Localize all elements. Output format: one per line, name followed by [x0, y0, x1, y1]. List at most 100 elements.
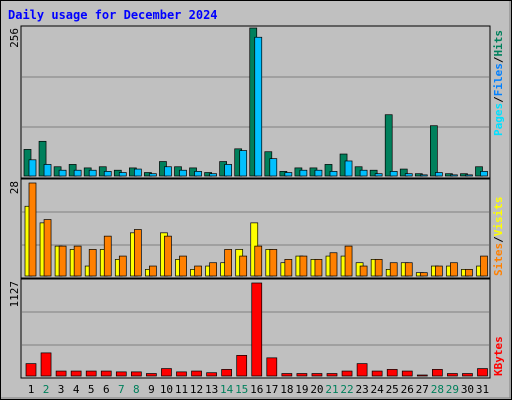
bar-files-day-11: [179, 169, 187, 177]
bar-files-day-29: [450, 174, 458, 177]
y-max-label-hits: 256: [8, 28, 21, 48]
day-label-5: 5: [88, 383, 95, 396]
bar-files-day-16: [254, 36, 263, 177]
day-labels: 1 2 3 4 5 6 7 8 9 10 11 12 13 14 15 16 17 18 19 20 21 22 23 24 2…: [28, 383, 489, 396]
bars-hits-files-pages: [23, 27, 488, 177]
bar-kbytes-day-22: [341, 370, 353, 377]
bar-kbytes-day-25: [386, 369, 398, 377]
day-label-14: 14: [220, 383, 234, 396]
bar-files-day-31: [480, 171, 488, 177]
bar-kbytes-day-20: [311, 373, 323, 377]
day-label-25: 25: [386, 383, 399, 396]
bar-kbytes-day-29: [447, 373, 458, 377]
day-label-24: 24: [371, 383, 385, 396]
legend-pages: Pages: [492, 103, 505, 136]
bar-hits-day-24: [369, 169, 378, 177]
bar-kbytes-day-2: [40, 352, 52, 377]
bar-sites-day-10: [164, 235, 172, 277]
bar-files-day-27: [419, 174, 428, 177]
bar-kbytes-day-31: [477, 368, 488, 377]
bar-files-day-6: [103, 171, 112, 177]
day-label-20: 20: [310, 383, 323, 396]
bar-kbytes-day-21: [326, 373, 338, 377]
bar-kbytes-day-17: [266, 357, 278, 377]
day-label-27: 27: [416, 383, 429, 396]
legend-kbytes: KBytes: [492, 336, 505, 376]
bar-kbytes-day-26: [401, 370, 413, 377]
legend-sites-visits: Sites/Visits: [492, 197, 505, 277]
legend-sites: Sites: [492, 243, 505, 276]
day-label-4: 4: [73, 383, 80, 396]
day-label-9: 9: [148, 383, 155, 396]
bar-files-day-7: [118, 172, 127, 177]
bar-sites-day-24: [374, 259, 383, 277]
bar-files-day-5: [88, 169, 97, 177]
day-label-17: 17: [265, 383, 278, 396]
bar-files-day-10: [164, 166, 172, 177]
day-label-26: 26: [401, 383, 414, 396]
bar-sites-day-25: [389, 262, 398, 277]
bar-sites-day-29: [450, 262, 458, 277]
day-label-6: 6: [103, 383, 110, 396]
bar-files-day-15: [239, 150, 248, 177]
bar-hits-day-26: [399, 168, 408, 177]
day-label-19: 19: [295, 383, 308, 396]
bar-files-day-18: [284, 172, 293, 177]
bar-sites-day-27: [419, 272, 428, 277]
day-label-7: 7: [118, 383, 125, 396]
legend-sep-1: /: [492, 96, 505, 103]
bar-files-day-26: [404, 173, 413, 177]
day-label-29: 29: [446, 383, 459, 396]
bar-kbytes-day-11: [176, 371, 187, 377]
bar-sites-day-3: [58, 245, 67, 277]
day-label-10: 10: [160, 383, 173, 396]
day-label-30: 30: [461, 383, 474, 396]
bar-sites-day-8: [134, 229, 142, 277]
bar-kbytes-day-18: [281, 373, 293, 377]
legend-visits: Visits: [492, 197, 505, 237]
bar-hits-day-25: [384, 114, 393, 177]
bar-sites-day-26: [404, 262, 413, 277]
bar-files-day-1: [28, 159, 37, 177]
day-label-13: 13: [205, 383, 218, 396]
bars-visits-sites: [24, 182, 488, 277]
bar-kbytes-day-14: [221, 369, 232, 377]
bar-files-day-25: [389, 171, 398, 177]
bar-kbytes-day-7: [115, 371, 127, 377]
legend-sep-2: /: [492, 56, 505, 63]
bar-kbytes-day-24: [371, 370, 383, 377]
bar-files-day-3: [58, 169, 67, 177]
bar-kbytes-day-28: [432, 369, 443, 377]
bar-files-day-24: [374, 173, 383, 177]
y-max-label-visits: 28: [8, 181, 21, 194]
bar-files-day-12: [194, 171, 202, 177]
day-label-15: 15: [235, 383, 248, 396]
bar-files-day-28: [435, 172, 443, 177]
bar-kbytes-day-6: [100, 370, 112, 377]
bar-sites-day-22: [344, 245, 353, 277]
y-max-label-kbytes: 1127: [8, 281, 21, 308]
bar-hits-day-21: [324, 164, 333, 177]
bar-sites-day-14: [224, 249, 232, 277]
bar-sites-day-9: [149, 265, 157, 277]
bar-sites-day-7: [118, 255, 127, 277]
legend-hits-files-pages: Pages/Files/Hits: [492, 30, 505, 136]
bar-files-day-17: [269, 158, 278, 177]
bar-sites-day-18: [284, 259, 293, 277]
day-label-11: 11: [175, 383, 188, 396]
bars-kbytes: [25, 282, 488, 377]
bar-sites-day-5: [88, 249, 97, 277]
bar-sites-day-6: [103, 235, 112, 277]
bar-files-day-22: [344, 160, 353, 177]
bar-kbytes-day-3: [55, 370, 67, 377]
day-label-23: 23: [355, 383, 368, 396]
bar-kbytes-day-12: [191, 370, 202, 377]
day-label-28: 28: [431, 383, 444, 396]
bar-kbytes-day-4: [70, 370, 82, 377]
bar-files-day-13: [209, 173, 217, 177]
bar-files-day-4: [73, 169, 82, 177]
bar-files-day-23: [359, 169, 368, 177]
bar-files-day-20: [314, 169, 323, 177]
